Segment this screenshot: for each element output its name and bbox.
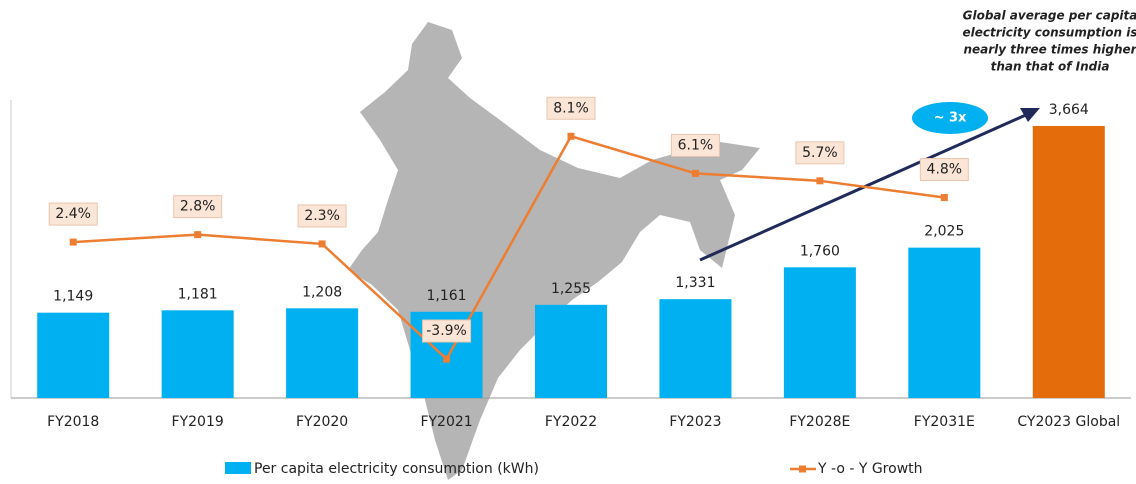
annotation: electricity consumption is (963, 26, 1136, 40)
callout: ~ 3x (934, 111, 967, 126)
line-label-box (422, 319, 472, 343)
line-marker (940, 194, 948, 202)
line-value-label: 4.8% (927, 162, 963, 178)
bar (908, 247, 981, 398)
x-tick-label: FY2020 (296, 414, 348, 430)
line-label-box (795, 141, 845, 165)
legend-swatch (799, 465, 806, 473)
line-value-label: 6.1% (678, 137, 714, 153)
bar (1032, 125, 1105, 398)
bar (161, 310, 234, 398)
bar (659, 299, 732, 398)
bar-value-label: 1,760 (800, 243, 840, 259)
bar (783, 267, 856, 398)
line-value-label: 2.3% (304, 208, 340, 224)
x-tick-label: FY2023 (669, 414, 721, 430)
x-tick-label: FY2031E (914, 414, 975, 430)
line-marker (318, 240, 326, 248)
annotation: than that of India (991, 60, 1110, 74)
bar (286, 308, 359, 398)
line-label-box (546, 96, 596, 120)
bar-value-label: 1,331 (675, 275, 715, 291)
india-map (348, 22, 760, 480)
line-value-label: 5.7% (802, 145, 838, 161)
x-tick-label: CY2023 Global (1017, 414, 1120, 430)
line-marker (567, 132, 575, 140)
annotation: Global average per capita (963, 9, 1136, 23)
line-marker (194, 231, 202, 239)
line-value-label: -3.9% (426, 323, 467, 339)
bar-value-label: 1,255 (551, 281, 591, 297)
x-tick-label: FY2028E (789, 414, 850, 430)
annotation: nearly three times higher (963, 43, 1136, 57)
x-tick-label: FY2018 (47, 414, 99, 430)
bar-value-label: 1,149 (53, 289, 93, 305)
bar-value-label: 2,025 (924, 224, 964, 240)
line-marker (816, 177, 824, 185)
x-tick-label: FY2022 (545, 414, 597, 430)
legend-label: Per capita electricity consumption (kWh) (254, 461, 539, 477)
legend-label: Y -o - Y Growth (817, 461, 923, 477)
x-tick-label: FY2019 (172, 414, 224, 430)
line-label-box (919, 158, 969, 182)
callout-bubble (912, 102, 988, 134)
bar-value-label: 1,208 (302, 284, 342, 300)
line-label-box (297, 204, 347, 228)
bar (37, 312, 110, 398)
line-label-box (48, 202, 98, 226)
line-value-label: 2.8% (180, 199, 216, 215)
bar-value-label: 3,664 (1049, 102, 1089, 118)
line-marker (691, 169, 699, 177)
growth-line (73, 134, 945, 362)
legend-swatch (225, 462, 251, 474)
line-label-box (173, 195, 223, 219)
line-label-box (670, 133, 720, 157)
bar-value-label: 1,161 (427, 288, 467, 304)
x-tick-label: FY2021 (420, 414, 472, 430)
bar (535, 304, 607, 398)
line-marker (443, 355, 451, 363)
line-value-label: 8.1% (553, 100, 589, 116)
arrow-head (1020, 108, 1040, 122)
line-marker (69, 238, 77, 246)
bar-value-label: 1,181 (178, 286, 218, 302)
line-value-label: 2.4% (55, 206, 91, 222)
